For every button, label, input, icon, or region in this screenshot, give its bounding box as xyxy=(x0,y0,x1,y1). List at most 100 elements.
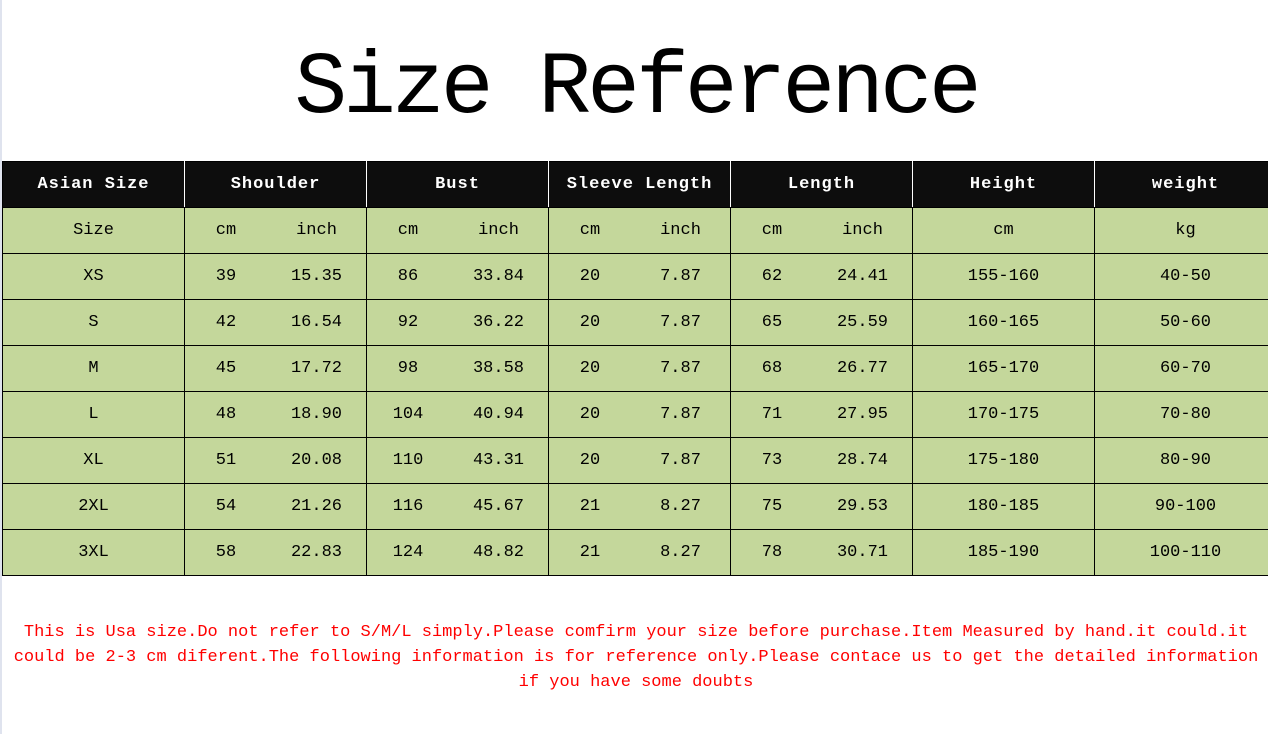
cell-inch: 28.74 xyxy=(836,451,888,470)
cell-inch: 21.26 xyxy=(290,497,342,516)
cell-inch: 26.77 xyxy=(836,359,888,378)
cell-cm: 51 xyxy=(215,451,237,470)
cell-length: 78 30.71 xyxy=(730,529,913,576)
cell-height: 165-170 xyxy=(912,345,1095,392)
cell-shoulder: 51 20.08 xyxy=(184,437,367,484)
cell-sleeve: 20 7.87 xyxy=(548,345,731,392)
column-header: Sleeve Length xyxy=(548,161,731,208)
cell-cm: 20 xyxy=(579,451,601,470)
units-shoulder: cm inch xyxy=(184,207,367,254)
cell-cm: 48 xyxy=(215,405,237,424)
cell-cm: 21 xyxy=(579,543,601,562)
units-sleeve: cm inch xyxy=(548,207,731,254)
disclaimer-note: This is Usa size.Do not refer to S/M/L s… xyxy=(13,623,1259,692)
cell-height: 175-180 xyxy=(912,437,1095,484)
size-table: Asian Size Shoulder Bust Sleeve Length Lengt… xyxy=(2,161,1268,576)
cell-weight: 100-110 xyxy=(1094,529,1268,576)
cell-cm: 62 xyxy=(761,267,783,286)
cell-cm: 65 xyxy=(761,313,783,332)
cell-cm: 20 xyxy=(579,405,601,424)
cell-size: M xyxy=(2,345,185,392)
cell-inch: 25.59 xyxy=(836,313,888,332)
cell-size: S xyxy=(2,299,185,346)
cell-cm: 68 xyxy=(761,359,783,378)
cell-shoulder: 45 17.72 xyxy=(184,345,367,392)
unit-inch: inch xyxy=(842,221,883,240)
table-row: S 42 16.54 92 36.22 20 7.87 65 25.59 160-165 50-60 xyxy=(2,299,1268,346)
cell-cm: 21 xyxy=(579,497,601,516)
cell-cm: 124 xyxy=(392,543,424,562)
cell-weight: 80-90 xyxy=(1094,437,1268,484)
cell-cm: 58 xyxy=(215,543,237,562)
cell-inch: 24.41 xyxy=(836,267,888,286)
table-row: L 48 18.90 104 40.94 20 7.87 71 27.95 170-175 70-8… xyxy=(2,391,1268,438)
cell-height: 155-160 xyxy=(912,253,1095,300)
cell-size: 3XL xyxy=(2,529,185,576)
table-row: XS 39 15.35 86 33.84 20 7.87 62 24.41 155-160 40-5… xyxy=(2,253,1268,300)
units-row: Size cm inch cm inch cm inch cm inch cm kg xyxy=(2,207,1268,254)
cell-cm: 71 xyxy=(761,405,783,424)
cell-length: 73 28.74 xyxy=(730,437,913,484)
cell-cm: 39 xyxy=(215,267,237,286)
cell-weight: 90-100 xyxy=(1094,483,1268,530)
cell-cm: 116 xyxy=(392,497,424,516)
cell-inch: 43.31 xyxy=(472,451,524,470)
cell-inch: 29.53 xyxy=(836,497,888,516)
cell-inch: 7.87 xyxy=(660,451,701,470)
cell-cm: 20 xyxy=(579,267,601,286)
cell-size: XS xyxy=(2,253,185,300)
units-weight: kg xyxy=(1094,207,1268,254)
cell-bust: 116 45.67 xyxy=(366,483,549,530)
unit-cm: cm xyxy=(215,221,237,240)
cell-shoulder: 58 22.83 xyxy=(184,529,367,576)
cell-cm: 86 xyxy=(397,267,419,286)
unit-inch: inch xyxy=(478,221,519,240)
table-row: XL 51 20.08 110 43.31 20 7.87 73 28.74 175-180 80-… xyxy=(2,437,1268,484)
cell-shoulder: 54 21.26 xyxy=(184,483,367,530)
cell-bust: 124 48.82 xyxy=(366,529,549,576)
cell-shoulder: 39 15.35 xyxy=(184,253,367,300)
cell-size: 2XL xyxy=(2,483,185,530)
cell-cm: 92 xyxy=(397,313,419,332)
cell-cm: 54 xyxy=(215,497,237,516)
cell-weight: 60-70 xyxy=(1094,345,1268,392)
cell-height: 180-185 xyxy=(912,483,1095,530)
cell-inch: 33.84 xyxy=(472,267,524,286)
cell-size: XL xyxy=(2,437,185,484)
unit-inch: inch xyxy=(660,221,701,240)
cell-sleeve: 20 7.87 xyxy=(548,299,731,346)
table-row: M 45 17.72 98 38.58 20 7.87 68 26.77 165-170 60-70 xyxy=(2,345,1268,392)
unit-cm: cm xyxy=(397,221,419,240)
column-header: Length xyxy=(730,161,913,208)
column-header: weight xyxy=(1094,161,1268,208)
cell-sleeve: 21 8.27 xyxy=(548,483,731,530)
cell-sleeve: 20 7.87 xyxy=(548,253,731,300)
unit-inch: inch xyxy=(296,221,337,240)
cell-cm: 75 xyxy=(761,497,783,516)
table-row: 3XL 58 22.83 124 48.82 21 8.27 78 30.71 185-190 10… xyxy=(2,529,1268,576)
cell-inch: 17.72 xyxy=(290,359,342,378)
cell-weight: 50-60 xyxy=(1094,299,1268,346)
units-bust: cm inch xyxy=(366,207,549,254)
cell-weight: 70-80 xyxy=(1094,391,1268,438)
unit-cm: cm xyxy=(579,221,601,240)
cell-shoulder: 42 16.54 xyxy=(184,299,367,346)
cell-inch: 8.27 xyxy=(660,543,701,562)
cell-length: 68 26.77 xyxy=(730,345,913,392)
cell-height: 160-165 xyxy=(912,299,1095,346)
cell-length: 75 29.53 xyxy=(730,483,913,530)
header-row: Asian Size Shoulder Bust Sleeve Length Lengt… xyxy=(2,161,1268,208)
column-header: Bust xyxy=(366,161,549,208)
cell-bust: 86 33.84 xyxy=(366,253,549,300)
cell-inch: 7.87 xyxy=(660,405,701,424)
cell-inch: 7.87 xyxy=(660,267,701,286)
cell-cm: 42 xyxy=(215,313,237,332)
cell-inch: 40.94 xyxy=(472,405,524,424)
cell-inch: 20.08 xyxy=(290,451,342,470)
cell-inch: 8.27 xyxy=(660,497,701,516)
cell-inch: 27.95 xyxy=(836,405,888,424)
cell-length: 71 27.95 xyxy=(730,391,913,438)
cell-cm: 45 xyxy=(215,359,237,378)
cell-cm: 20 xyxy=(579,313,601,332)
cell-inch: 38.58 xyxy=(472,359,524,378)
